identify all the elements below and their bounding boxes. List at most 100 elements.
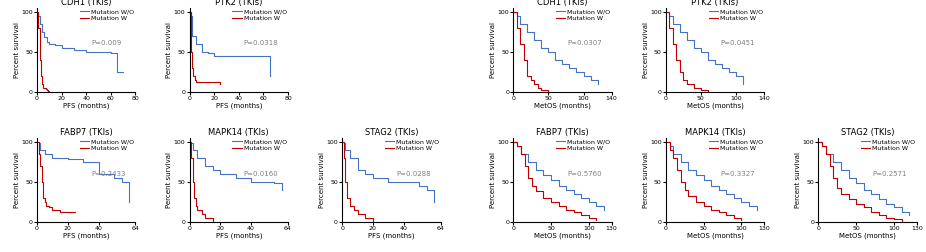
Mutation W/O (896, 211, 907, 214)
Mutation W/O (523, 152, 534, 155)
Mutation W (187, 180, 198, 183)
Mutation W (576, 211, 587, 214)
Mutation W/O (723, 70, 734, 73)
Mutation W (843, 198, 854, 201)
Mutation W (515, 144, 526, 147)
Mutation W/O (703, 50, 714, 53)
Mutation W/O (664, 140, 675, 143)
Mutation W (340, 180, 351, 183)
Mutation W/O (34, 142, 45, 145)
Mutation W (44, 90, 55, 93)
Title: FABP7 (TKIs): FABP7 (TKIs) (60, 128, 113, 137)
Legend: Mutation W/O, Mutation W: Mutation W/O, Mutation W (232, 139, 287, 151)
Mutation W/O (583, 196, 594, 199)
Mutation W/O (717, 62, 728, 65)
X-axis label: PFS (months): PFS (months) (63, 102, 109, 109)
Mutation W/O (215, 168, 226, 171)
Line: Mutation W: Mutation W (513, 12, 548, 91)
Mutation W (671, 168, 682, 171)
Mutation W/O (866, 188, 877, 191)
Mutation W (529, 78, 540, 81)
Mutation W/O (858, 182, 870, 185)
Mutation W/O (118, 70, 129, 73)
Mutation W/O (695, 50, 707, 53)
Mutation W (44, 206, 55, 209)
Mutation W/O (904, 214, 915, 217)
Mutation W (675, 168, 686, 171)
Mutation W (203, 80, 214, 83)
Legend: Mutation W/O, Mutation W: Mutation W/O, Mutation W (80, 139, 134, 151)
Mutation W (660, 10, 671, 13)
Mutation W (824, 164, 835, 167)
Mutation W (695, 88, 707, 91)
Mutation W/O (543, 50, 554, 53)
Mutation W (674, 58, 685, 61)
Mutation W (576, 214, 587, 217)
Mutation W/O (709, 62, 720, 65)
Mutation W (352, 208, 363, 211)
Mutation W/O (36, 22, 47, 25)
Mutation W (896, 219, 907, 223)
Text: P=0.0451: P=0.0451 (720, 40, 755, 46)
Mutation W (713, 208, 724, 211)
Mutation W/O (668, 144, 679, 147)
Mutation W (186, 66, 197, 69)
Mutation W/O (56, 44, 68, 47)
Mutation W/O (34, 22, 45, 25)
Mutation W (31, 10, 43, 13)
Y-axis label: Percent survival: Percent survival (167, 152, 172, 208)
Mutation W/O (39, 152, 50, 155)
Mutation W/O (664, 144, 675, 147)
Mutation W (703, 90, 714, 93)
Mutation W/O (717, 66, 728, 69)
Mutation W/O (39, 148, 50, 151)
Legend: Mutation W/O, Mutation W: Mutation W/O, Mutation W (861, 139, 916, 151)
Mutation W (33, 140, 44, 143)
Mutation W/O (108, 176, 119, 179)
Mutation W/O (706, 179, 717, 182)
Mutation W/O (203, 50, 214, 53)
Mutation W (192, 80, 203, 83)
Mutation W (38, 86, 49, 89)
Mutation W (62, 211, 73, 214)
Mutation W/O (31, 140, 43, 143)
Mutation W (569, 208, 580, 211)
Mutation W/O (221, 54, 232, 57)
Mutation W (543, 90, 554, 93)
Mutation W/O (398, 180, 409, 183)
X-axis label: MetOS (months): MetOS (months) (534, 102, 591, 109)
Mutation W (207, 216, 219, 219)
Mutation W/O (598, 204, 609, 207)
Mutation W/O (835, 160, 846, 163)
Mutation W/O (368, 172, 379, 175)
Line: Mutation W: Mutation W (37, 12, 49, 91)
X-axis label: MetOS (months): MetOS (months) (839, 232, 896, 239)
Mutation W (341, 196, 352, 199)
Mutation W (208, 80, 219, 83)
Text: P=0.009: P=0.009 (91, 40, 121, 46)
Mutation W/O (828, 152, 839, 155)
Mutation W (511, 26, 522, 29)
Mutation W (532, 82, 544, 85)
Mutation W/O (560, 184, 571, 187)
Mutation W (660, 140, 671, 143)
Mutation W/O (858, 188, 870, 191)
Mutation W/O (124, 200, 135, 203)
Mutation W/O (32, 14, 44, 17)
Mutation W (184, 140, 195, 143)
Mutation W (538, 190, 549, 193)
Mutation W (896, 218, 907, 221)
Mutation W/O (888, 206, 899, 209)
Mutation W (62, 211, 73, 214)
Mutation W (34, 152, 45, 155)
Mutation W (519, 42, 530, 45)
Mutation W/O (116, 180, 127, 183)
Mutation W/O (536, 46, 547, 49)
Mutation W (190, 204, 201, 207)
Mutation W/O (564, 66, 575, 69)
Mutation W (38, 196, 49, 199)
Mutation W/O (592, 78, 603, 81)
Mutation W/O (675, 160, 686, 163)
Mutation W (36, 74, 47, 77)
Mutation W/O (682, 168, 694, 171)
